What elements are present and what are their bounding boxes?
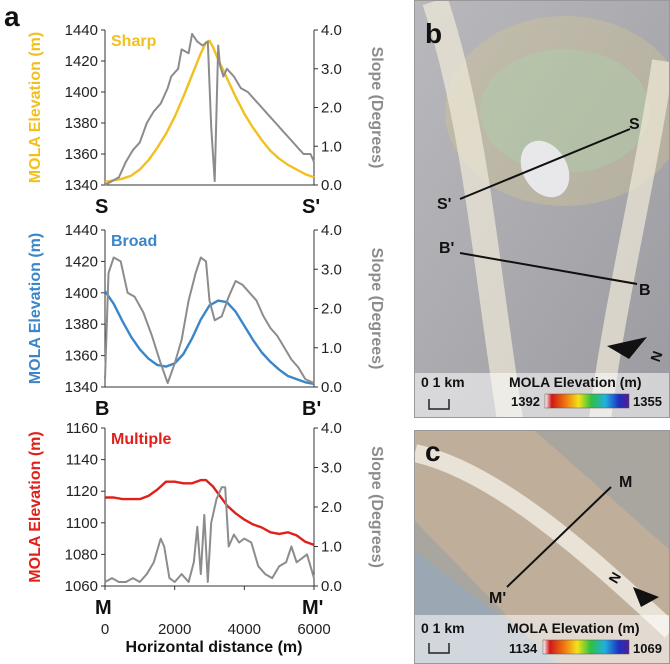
y2-tick-label: 2.0 [321,100,342,117]
y-tick-label: 1140 [66,452,98,469]
y-tick-label: 1420 [65,53,98,70]
legend-max: 1069 [633,641,662,656]
y-tick-label: 1380 [65,316,98,333]
y2-tick-label: 4.0 [321,222,342,239]
y2-tick-label: 0.0 [321,578,342,595]
panel-letter-c: c [425,436,441,467]
y-tick-label: 1120 [66,483,98,500]
legend-title: MOLA Elevation (m) [507,620,640,636]
x-axis-title: Horizontal distance (m) [126,639,303,656]
y-tick-label: 1380 [65,115,98,132]
endpoint-label-start: S [95,196,108,218]
y2-tick-label: 2.0 [321,301,342,318]
endpoint-label-start: B [95,398,109,420]
label-s: S [629,116,640,133]
y-tick-label: 1080 [65,546,98,563]
scale-bar [428,643,450,654]
y2-tick-label: 3.0 [321,61,342,78]
y2-tick-label: 4.0 [321,420,342,437]
y2-tick-label: 0.0 [321,379,342,396]
x-tick-label: 4000 [228,621,261,638]
endpoint-label-start: M [95,597,112,619]
y-tick-label: 1420 [65,253,98,270]
x-tick-label: 0 [101,621,109,638]
elevation-series-line [105,478,315,547]
y2-tick-label: 4.0 [321,22,342,39]
slope-series-line [104,32,315,186]
panel-letter-b: b [425,18,442,49]
slope-series-line [104,486,315,583]
elevation-axis-title: MOLA Elevation (m) [27,233,44,384]
legend-max: 1355 [633,394,662,409]
y2-tick-label: 3.0 [321,261,342,278]
multiple-profile-chart: 1060 1080 1100 1120 1140 1160 0.0 1.0 2.0 3.0 4.0 0… [27,420,385,638]
elevation-axis-title: MOLA Elevation (m) [27,431,44,582]
map-panel-c: M M' N 0 1 km MOLA Elevation (m) 1134 10… [414,430,670,664]
scale-label: 0 1 km [421,374,465,390]
endpoint-label-end: B' [302,398,321,420]
ridge-left [422,1,523,417]
slope-axis-title: Slope (Degrees) [368,248,385,370]
elevation-series-line [104,39,315,184]
legend-title: MOLA Elevation (m) [509,374,642,390]
elevation-series-line [104,290,315,386]
elevation-overlay [445,16,669,206]
y-tick-label: 1400 [65,84,98,101]
y2-tick-label: 1.0 [321,340,342,357]
y-tick-label: 1440 [65,22,98,39]
legend-colorbar [544,393,630,409]
y-tick-label: 1340 [65,177,98,194]
scale-label: 0 1 km [421,620,465,636]
legend-colorbar [542,639,630,655]
y-tick-label: 1060 [65,578,98,595]
y2-tick-label: 0.0 [321,177,342,194]
label-m-prime: M' [489,590,506,607]
endpoint-label-end: M' [302,597,323,619]
label-s-prime: S' [437,196,451,213]
y2-tick-label: 1.0 [321,539,342,556]
sharp-profile-chart: 1340 1360 1380 1400 1420 1440 0.0 1.0 2.0 3.0 4.0 M… [27,22,385,218]
label-m: M [619,474,632,491]
chart-title: Sharp [111,33,157,50]
elevation-axis-title: MOLA Elevation (m) [27,32,44,183]
y2-tick-label: 2.0 [321,499,342,516]
y2-tick-label: 1.0 [321,138,342,155]
scale-bar [428,399,450,410]
legend-min: 1134 [509,641,538,656]
legend-min: 1392 [511,394,540,409]
profile-line-s [459,128,631,200]
legend-backdrop [415,615,669,663]
label-b-prime: B' [439,240,454,257]
map-panel-b: S S' B' B N 0 1 km MOLA Elevation (m) 13… [414,0,670,418]
y-tick-label: 1100 [66,515,98,532]
chart-title: Multiple [111,431,172,448]
y2-tick-label: 3.0 [321,460,342,477]
panel-letter-a: a [4,1,20,32]
y-tick-label: 1400 [65,285,98,302]
ridge-right [589,59,669,417]
mound [520,140,570,198]
slope-series-line [104,256,315,385]
label-b: B [639,282,651,299]
y-tick-label: 1160 [66,420,98,437]
y-tick-label: 1360 [65,348,98,365]
y-tick-label: 1440 [65,222,98,239]
x-tick-label: 2000 [158,621,191,638]
ridge [415,444,669,638]
profile-charts-panel: a 1340 1360 1380 1400 1420 1440 0.0 1.0 2.0 3.0 4.… [4,1,385,656]
y-tick-label: 1360 [65,146,98,163]
profile-line-b [459,252,638,285]
profile-line-m [506,486,612,588]
slope-axis-title: Slope (Degrees) [368,47,385,169]
chart-title: Broad [111,233,157,250]
slope-axis-title: Slope (Degrees) [368,446,385,568]
elevation-overlay-inner [480,49,650,173]
elevation-overlay [415,431,669,663]
y-tick-label: 1340 [65,379,98,396]
x-tick-label: 6000 [297,621,330,638]
broad-profile-chart: 1340 1360 1380 1400 1420 1440 0.0 1.0 2.0 3.0 4.0 M… [27,222,385,420]
endpoint-label-end: S' [302,196,320,218]
